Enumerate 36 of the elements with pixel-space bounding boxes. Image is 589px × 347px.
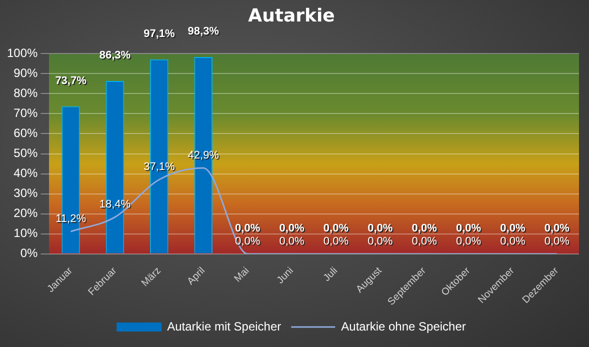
data-label: 0,0% [456,236,482,248]
y-tick-label: 10% [14,226,38,240]
data-label: 73,7% [56,76,88,88]
y-tick-label: 40% [14,166,38,180]
y-tick-label: 0% [20,246,38,260]
data-label: 0,0% [545,223,571,236]
data-label: 0,0% [545,236,571,248]
data-label: 0,0% [324,236,350,248]
data-label: 0,0% [501,236,526,248]
data-label: 0,0% [236,223,262,236]
legend-label: Autarkie mit Speicher [167,319,282,334]
y-tick-label: 30% [14,186,38,200]
x-tick-label: Juli [322,265,340,284]
data-label: 0,0% [501,223,526,236]
data-label: 0,0% [368,236,394,248]
data-label: 0,0% [368,223,394,236]
data-label: 0,0% [412,236,438,248]
data-label: 0,0% [412,223,438,236]
y-tick-label: 20% [14,206,38,220]
y-tick-label: 100% [6,46,38,60]
data-label: 0,0% [324,223,350,236]
y-tick-label: 70% [14,106,38,120]
data-label: 97,1% [144,28,175,40]
y-tick-label: 50% [14,146,38,160]
y-tick-label: 80% [14,86,38,100]
chart-title: Autarkie [248,5,335,26]
x-tick-label: Juni [275,265,296,286]
x-tick-label: Mai [232,265,252,285]
y-tick-label: 90% [14,66,38,80]
data-label: 0,0% [280,236,306,248]
y-tick-label: 60% [14,126,38,140]
data-label: 0,0% [280,223,306,236]
data-label: 98,3% [188,26,220,39]
data-label: 0,0% [456,223,482,236]
data-label: 86,3% [100,50,132,63]
legend-label: Autarkie ohne Speicher [341,319,466,334]
